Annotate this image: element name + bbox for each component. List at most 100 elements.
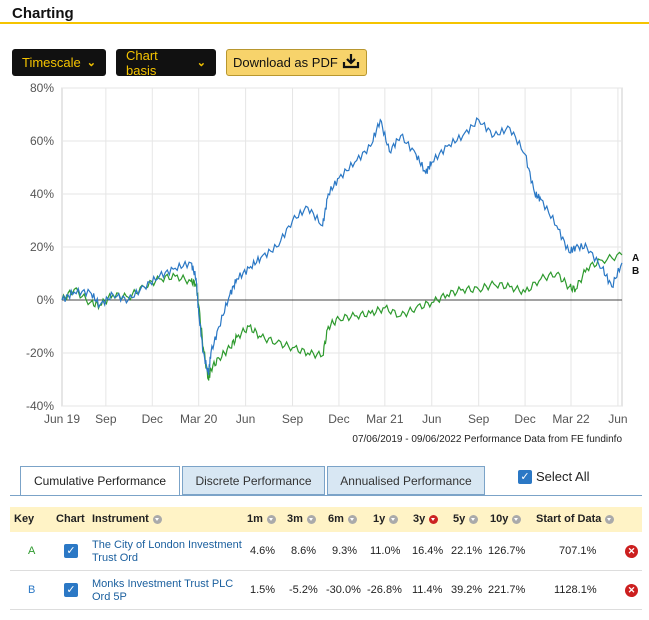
header-6m[interactable]: 6m (328, 513, 357, 525)
x-tick-label: Jun (608, 412, 627, 426)
instrument-link[interactable]: The City of London Investment Trust Ord (92, 539, 242, 564)
y-tick-label: -40% (26, 399, 54, 413)
sort-icon (389, 514, 399, 524)
value-10y: 221.7% (488, 584, 526, 596)
x-tick-label: Mar 20 (180, 412, 218, 426)
value-5y: 22.1% (451, 545, 483, 557)
header-label: Start of Data (536, 513, 602, 525)
value-3m: 8.6% (291, 545, 317, 557)
series-end-keys: AB (632, 253, 639, 277)
value-3y: 11.4% (412, 584, 443, 596)
sort-active-icon (429, 514, 439, 524)
sort-icon (512, 514, 522, 524)
y-tick-label: 80% (30, 81, 54, 95)
x-tick-label: Mar 21 (366, 412, 404, 426)
timescale-button[interactable]: Timescale ⌄ (12, 49, 106, 76)
header-label: 1m (247, 513, 263, 525)
value-1m: 1.5% (250, 584, 276, 596)
x-tick-label: Jun (422, 412, 441, 426)
select-all-checkbox[interactable]: ✓ Select All (518, 469, 589, 484)
header-key[interactable]: Key (14, 513, 34, 525)
chart-footnote: 07/06/2019 - 09/06/2022 Performance Data… (352, 434, 622, 445)
value-1m: 4.6% (250, 545, 276, 557)
tab-discrete-performance[interactable]: Discrete Performance (182, 466, 325, 495)
table-row: B ✓ Monks Investment Trust PLC Ord 5P 1.… (10, 572, 642, 610)
y-tick-label: 40% (30, 187, 54, 201)
sort-icon (152, 514, 162, 524)
series-line-b (61, 117, 623, 376)
table-row: A ✓ The City of London Investment Trust … (10, 533, 642, 571)
tabs-divider (10, 495, 642, 496)
header-label: Instrument (92, 513, 149, 525)
value-start: 707.1% (559, 545, 597, 557)
header-5y[interactable]: 5y (453, 513, 479, 525)
series-key-a: A (632, 253, 639, 264)
y-tick-label: 60% (30, 134, 54, 148)
header-10y[interactable]: 10y (490, 513, 522, 525)
header-label: 5y (453, 513, 466, 525)
table-header (10, 507, 642, 532)
y-axis-ticks: 80% 60% 40% 20% 0% -20% -40% (26, 81, 54, 413)
x-tick-label: Mar 22 (552, 412, 590, 426)
page-title: Charting (12, 5, 74, 22)
value-6m: 9.3% (332, 545, 358, 557)
sort-icon (306, 514, 316, 524)
header-3m[interactable]: 3m (287, 513, 316, 525)
header-chart[interactable]: Chart (56, 513, 85, 525)
x-tick-label: Sep (468, 412, 490, 426)
chart-basis-label: Chart basis (126, 47, 158, 78)
header-instrument[interactable]: Instrument (92, 513, 162, 525)
header-label: 3y (413, 513, 426, 525)
row-key: A (28, 545, 36, 557)
x-tick-label: Dec (514, 412, 535, 426)
select-all-label: Select All (536, 469, 590, 484)
row-key: B (28, 584, 36, 596)
x-tick-label: Sep (282, 412, 304, 426)
chart-checkbox[interactable]: ✓ (64, 583, 78, 597)
x-tick-label: Dec (328, 412, 349, 426)
header-1y[interactable]: 1y (373, 513, 399, 525)
timescale-label: Timescale (22, 55, 81, 70)
remove-icon[interactable]: ✕ (625, 545, 638, 558)
x-axis-ticks: Jun 19 Sep Dec Mar 20 Jun Sep Dec Mar 21 Jun Sep D… (44, 412, 628, 426)
tab-annualised-performance[interactable]: Annualised Performance (327, 466, 485, 495)
value-3m: -5.2% (289, 584, 318, 596)
header-label: Chart (56, 513, 85, 525)
tab-label: Discrete Performance (195, 473, 312, 488)
value-start: 1128.1% (554, 584, 597, 596)
download-pdf-button[interactable]: Download as PDF (226, 49, 367, 76)
chart-series (61, 117, 623, 381)
chart-basis-button[interactable]: Chart basis ⌄ (116, 47, 216, 78)
value-5y: 39.2% (451, 584, 483, 596)
value-1y: -26.8% (367, 584, 402, 596)
sort-icon (605, 514, 615, 524)
checkmark-icon: ✓ (518, 469, 532, 484)
header-label: 6m (328, 513, 344, 525)
header-3y[interactable]: 3y (413, 513, 439, 525)
chart-checkbox[interactable]: ✓ (64, 544, 78, 558)
header-1m[interactable]: 1m (247, 513, 276, 525)
header-label: Key (14, 513, 35, 525)
header-label: 1y (373, 513, 386, 525)
value-3y: 16.4% (412, 545, 444, 557)
performance-chart: 80% 60% 40% 20% 0% -20% -40% Jun 19 Sep Dec Mar 2… (26, 81, 639, 445)
header-start-of-data[interactable]: Start of Data (536, 513, 615, 525)
title-underline (0, 22, 649, 24)
x-tick-label: Sep (95, 412, 117, 426)
y-tick-label: -20% (26, 346, 54, 360)
y-tick-label: 20% (30, 240, 54, 254)
x-tick-label: Jun (236, 412, 255, 426)
x-tick-label: Jun 19 (44, 412, 80, 426)
value-1y: 11.0% (370, 545, 401, 557)
instrument-link[interactable]: Monks Investment Trust PLC Ord 5P (92, 578, 234, 603)
header-label: 3m (287, 513, 303, 525)
download-icon (342, 53, 360, 73)
sort-icon (347, 514, 357, 524)
sort-icon (469, 514, 479, 524)
remove-icon[interactable]: ✕ (625, 584, 638, 597)
x-tick-label: Dec (142, 412, 163, 426)
y-tick-label: 0% (37, 293, 55, 307)
series-key-b: B (632, 266, 639, 277)
chevron-down-icon: ⌄ (196, 57, 206, 69)
tab-cumulative-performance[interactable]: Cumulative Performance (20, 466, 180, 495)
